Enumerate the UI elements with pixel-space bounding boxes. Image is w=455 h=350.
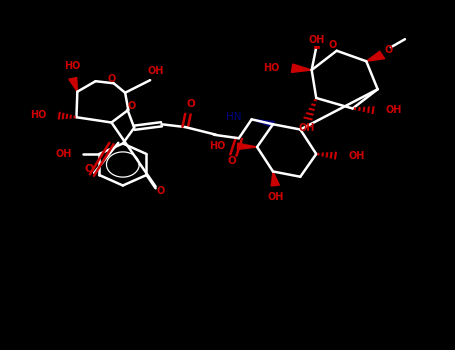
Text: OH: OH [299, 124, 315, 133]
Text: O: O [127, 102, 136, 111]
Text: HO: HO [30, 111, 47, 120]
Text: O: O [329, 41, 337, 50]
Polygon shape [238, 143, 257, 149]
Polygon shape [292, 64, 312, 72]
Text: O: O [85, 164, 94, 174]
Polygon shape [252, 119, 274, 127]
Text: O: O [156, 186, 164, 196]
Text: HN: HN [226, 112, 241, 122]
Text: O: O [107, 74, 116, 84]
Text: OH: OH [267, 192, 283, 202]
Text: O: O [384, 45, 393, 55]
Text: HO: HO [209, 141, 225, 151]
Polygon shape [366, 51, 384, 61]
Text: OH: OH [386, 105, 402, 115]
Text: OH: OH [348, 151, 364, 161]
Text: O: O [228, 156, 237, 166]
Polygon shape [271, 172, 279, 186]
Polygon shape [69, 78, 77, 92]
Text: HO: HO [263, 63, 280, 73]
Text: OH: OH [147, 66, 164, 76]
Text: OH: OH [308, 35, 324, 44]
Text: O: O [186, 99, 195, 108]
Text: OH: OH [56, 149, 72, 159]
Text: HO: HO [65, 61, 81, 71]
